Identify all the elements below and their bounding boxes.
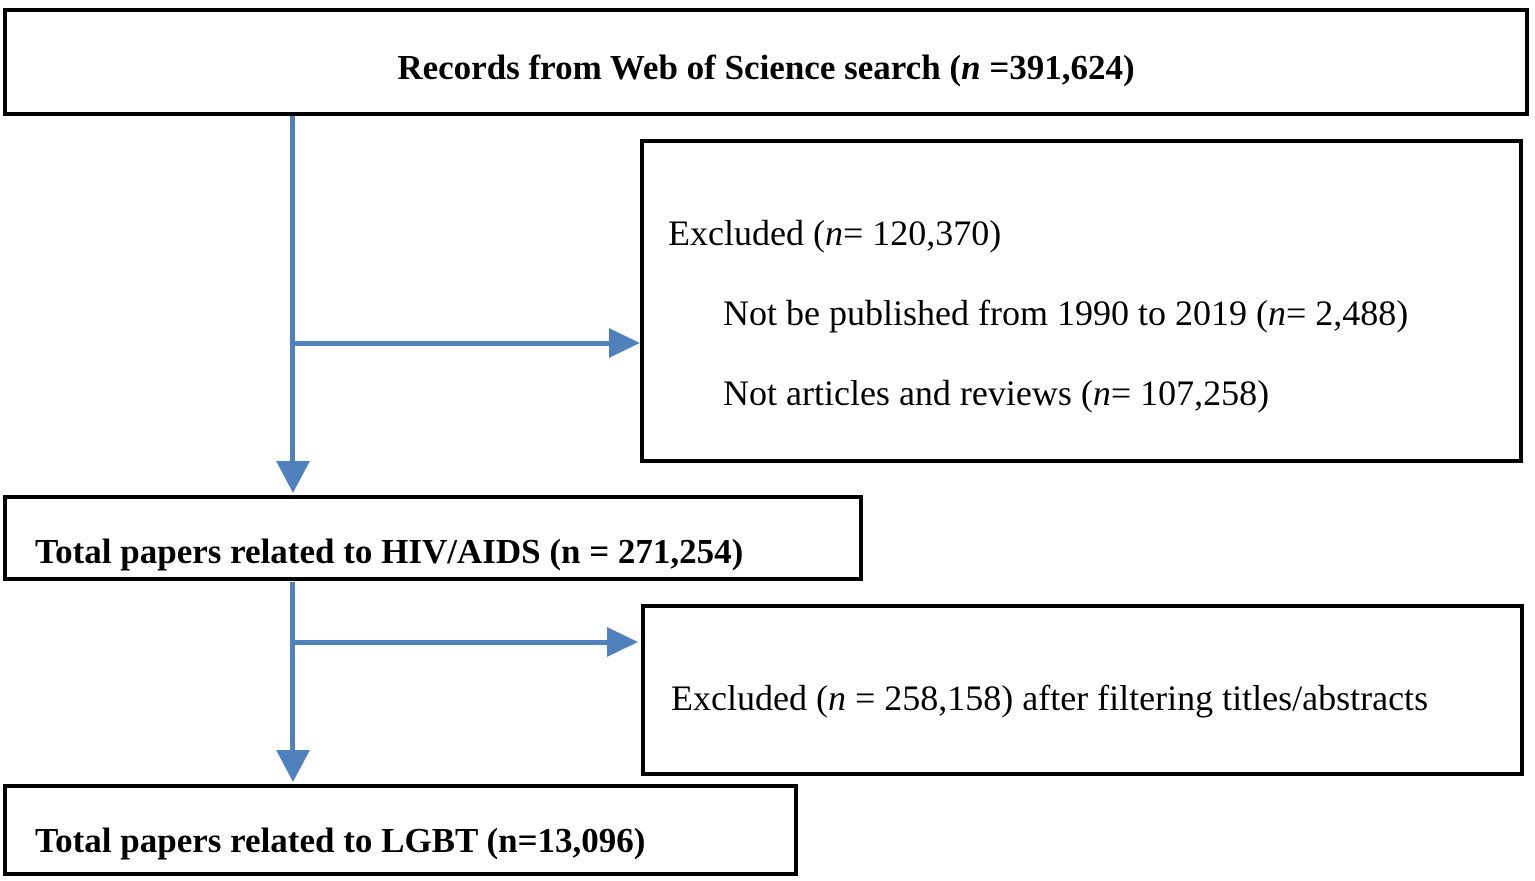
arrow-hiv-to-lgbt-head-icon (276, 750, 310, 782)
excluded-first-reason-dates-suffix: = 2,488) (1285, 293, 1409, 333)
excluded-first-reason-doctype: Not articles and reviews (n = 107,258) (723, 353, 1509, 433)
records-text-suffix: =391,624) (980, 48, 1135, 87)
arrow-to-excluded-first-head-icon (609, 328, 640, 358)
records-box: Records from Web of Science search (n =3… (3, 8, 1529, 116)
excluded-second-prefix: Excluded ( (671, 678, 828, 718)
lgbt-total-label: Total papers related to LGBT (n=13,096) (35, 821, 646, 860)
arrow-records-to-hiv-head-icon (276, 461, 310, 493)
excluded-second-n-variable: n (827, 678, 846, 718)
excluded-first-reason-dates-prefix: Not be published from 1990 to 2019 ( (723, 293, 1268, 333)
excluded-first-reason-dates: Not be published from 1990 to 2019 (n = … (723, 273, 1509, 353)
excluded-first-summary-suffix: = 120,370) (842, 213, 1002, 253)
records-text-prefix: Records from Web of Science search ( (397, 48, 962, 87)
excluded-first-reason-doctype-prefix: Not articles and reviews ( (723, 373, 1093, 413)
lgbt-total-box: Total papers related to LGBT (n=13,096) (3, 784, 798, 876)
hiv-total-label: Total papers related to HIV/AIDS (n = 27… (35, 532, 744, 571)
arrow-to-excluded-first-line (292, 341, 610, 346)
hiv-total-box: Total papers related to HIV/AIDS (n = 27… (3, 495, 863, 581)
arrow-to-excluded-second-line (292, 640, 608, 645)
excluded-first-summary-n-variable: n (824, 213, 843, 253)
records-n-variable: n (961, 48, 981, 87)
excluded-first-summary-prefix: Excluded ( (668, 213, 825, 253)
excluded-second-suffix: = 258,158) after filtering titles/abstra… (845, 678, 1429, 718)
excluded-first-reason-doctype-n-variable: n (1092, 373, 1111, 413)
excluded-first-reason-doctype-suffix: = 107,258) (1110, 373, 1270, 413)
arrow-hiv-to-lgbt-line (290, 582, 295, 750)
excluded-first-summary: Excluded (n = 120,370) (668, 193, 1509, 273)
excluded-second-label: Excluded (n = 258,158) after filtering t… (671, 677, 1428, 719)
arrow-records-to-hiv-line (290, 116, 295, 463)
excluded-second-box: Excluded (n = 258,158) after filtering t… (641, 604, 1524, 776)
arrow-to-excluded-second-head-icon (607, 627, 638, 657)
excluded-first-reason-dates-n-variable: n (1267, 293, 1286, 333)
excluded-first-box: Excluded (n = 120,370) Not be published … (640, 139, 1523, 463)
records-box-label: Records from Web of Science search (n =3… (397, 48, 1134, 88)
